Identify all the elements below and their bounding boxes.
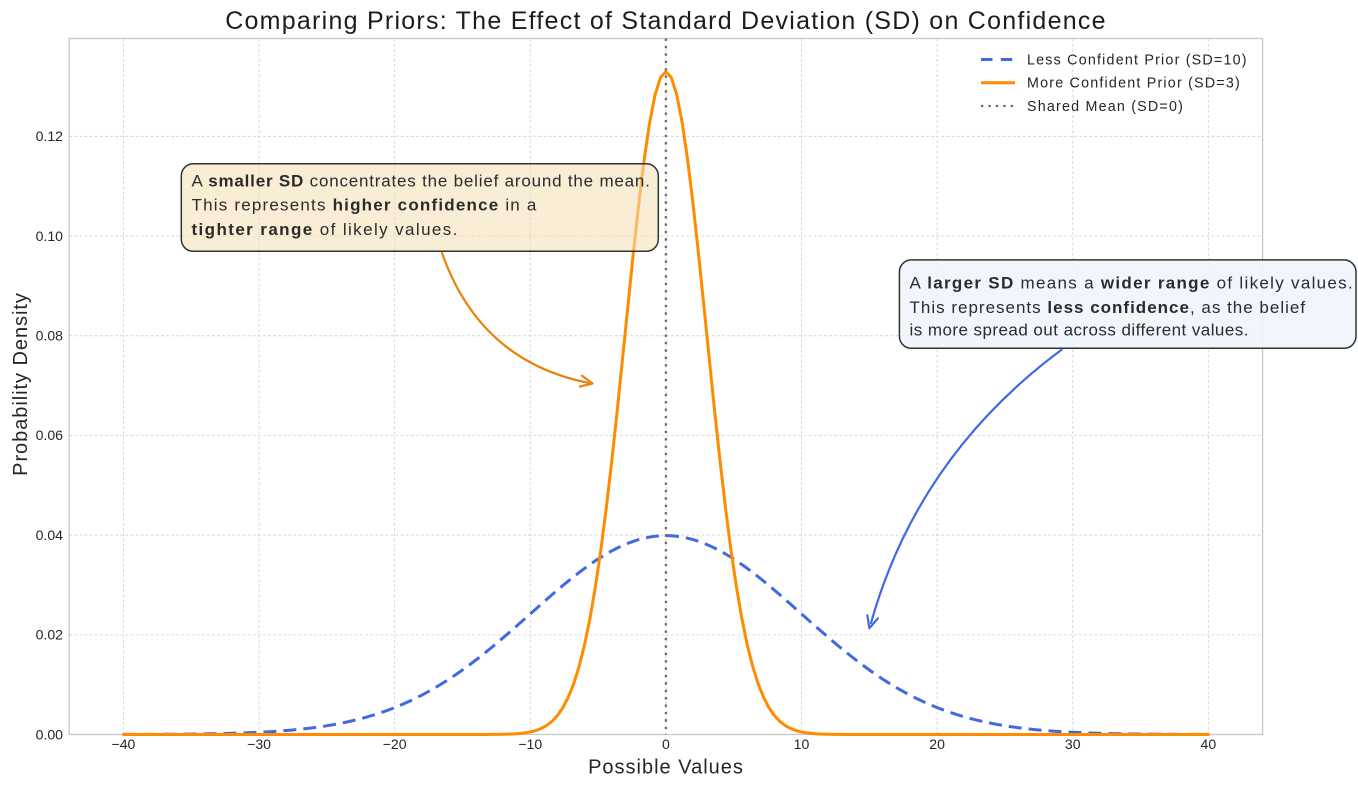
svg-text:40: 40 (1201, 736, 1217, 752)
svg-text:Shared Mean (SD=0): Shared Mean (SD=0) (1027, 99, 1184, 115)
svg-text:0: 0 (662, 736, 670, 752)
svg-text:A smaller SD concentrates the: A smaller SD concentrates the belief aro… (192, 171, 651, 190)
svg-text:0.12: 0.12 (36, 128, 64, 144)
svg-text:is more spread out across diff: is more spread out across different valu… (910, 320, 1249, 339)
svg-text:Comparing Priors: The Effect o: Comparing Priors: The Effect of Standard… (225, 7, 1107, 35)
svg-text:Possible Values: Possible Values (588, 757, 744, 779)
svg-text:0.02: 0.02 (36, 627, 64, 643)
svg-text:30: 30 (1065, 736, 1081, 752)
svg-text:−20: −20 (383, 736, 407, 752)
svg-text:This represents less confidenc: This represents less confidence, as the … (910, 298, 1307, 317)
svg-text:A larger SD means a wider rang: A larger SD means a wider range of likel… (910, 274, 1355, 293)
svg-text:Probability Density: Probability Density (10, 292, 32, 476)
svg-text:More Confident Prior (SD=3): More Confident Prior (SD=3) (1027, 76, 1241, 92)
svg-text:20: 20 (929, 736, 945, 752)
svg-text:0.04: 0.04 (36, 527, 64, 543)
svg-text:This represents higher confide: This represents higher confidence in a (192, 196, 538, 215)
svg-text:10: 10 (794, 736, 810, 752)
svg-text:−10: −10 (518, 736, 542, 752)
svg-text:−40: −40 (111, 736, 135, 752)
svg-text:0.06: 0.06 (36, 427, 64, 443)
svg-text:−30: −30 (247, 736, 271, 752)
svg-text:tighter range of likely values: tighter range of likely values. (192, 220, 459, 239)
svg-text:Less Confident Prior (SD=10): Less Confident Prior (SD=10) (1027, 52, 1248, 68)
svg-text:0.00: 0.00 (36, 726, 64, 742)
svg-text:0.10: 0.10 (36, 228, 64, 244)
svg-text:0.08: 0.08 (36, 328, 64, 344)
